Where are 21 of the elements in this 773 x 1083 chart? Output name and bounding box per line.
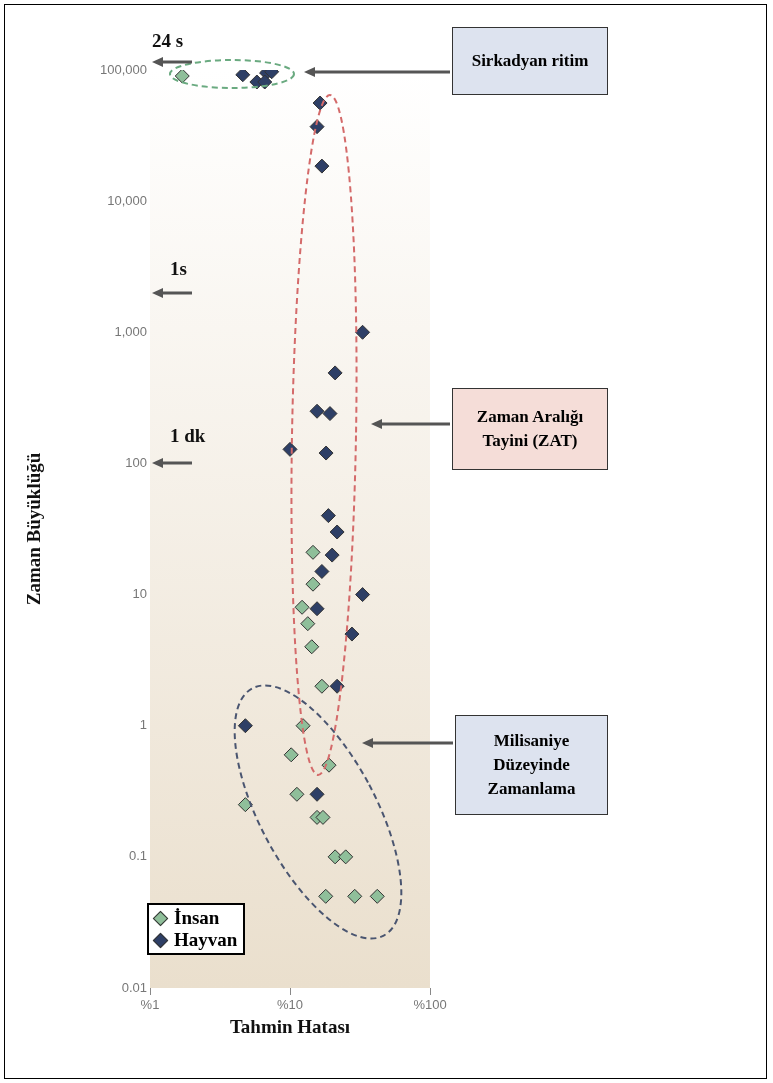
text: Milisaniye Düzeyinde Zamanlama bbox=[455, 715, 608, 815]
y-tick-label: 1,000 bbox=[114, 323, 147, 339]
annotation: 1s bbox=[170, 258, 187, 280]
legend-label: İnsan bbox=[174, 907, 220, 929]
y-tick-label: 0.1 bbox=[128, 848, 147, 864]
y-axis-title: Zaman Büyüklüğü bbox=[23, 452, 45, 606]
text: Sirkadyan ritim bbox=[452, 27, 608, 95]
y-tick-label: 10,000 bbox=[107, 192, 147, 208]
y-tick-label: 100 bbox=[125, 455, 147, 471]
x-tick-label: %100 bbox=[413, 997, 447, 1013]
x-tick-label: %10 bbox=[276, 997, 304, 1013]
legend-label: Hayvan bbox=[174, 929, 238, 951]
x-axis-title: Tahmin Hatası bbox=[229, 1015, 351, 1037]
y-tick-label: 10 bbox=[132, 586, 147, 602]
annotation: 1 dk bbox=[170, 425, 206, 447]
x-tick-label: %1 bbox=[140, 997, 160, 1013]
y-tick-label: 100,000 bbox=[100, 61, 147, 77]
text: Zaman Aralığı Tayini (ZAT) bbox=[452, 388, 608, 470]
y-tick-label: 0.01 bbox=[121, 979, 147, 995]
text: 24 s bbox=[152, 30, 184, 52]
y-tick-label: 1 bbox=[139, 717, 147, 733]
